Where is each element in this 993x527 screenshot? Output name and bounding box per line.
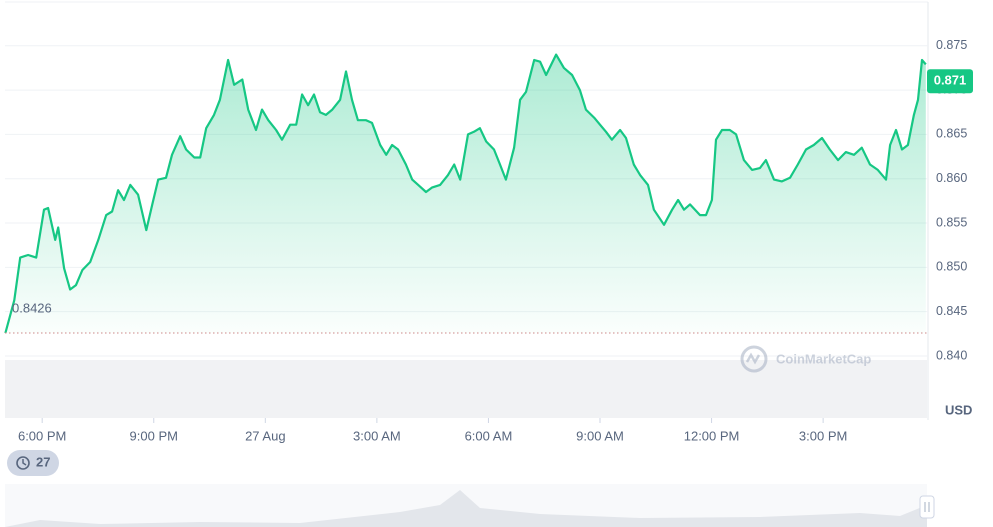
x-tick-label: 9:00 PM (130, 428, 178, 443)
volume-band (5, 360, 927, 418)
area (5, 54, 926, 333)
x-tick-label: 3:00 PM (799, 428, 847, 443)
currency-label: USD (945, 402, 972, 417)
y-tick-label: 0.855 (936, 215, 967, 229)
x-tick-label: 9:00 AM (576, 428, 624, 443)
x-tick-label: 27 Aug (245, 428, 286, 443)
navigator-shape (5, 490, 927, 527)
watermark-text: CoinMarketCap (776, 351, 871, 366)
x-tick-label: 3:00 AM (353, 428, 401, 443)
current-price-label: 0.871 (934, 73, 967, 88)
badge[interactable]: 27 (7, 450, 59, 476)
badge-text: 27 (36, 454, 50, 469)
y-tick-label: 0.860 (936, 171, 967, 185)
current-price-box (927, 69, 973, 94)
watermark: CoinMarketCap (740, 345, 871, 373)
badge-bg (7, 450, 59, 476)
y-tick-label: 0.845 (936, 304, 967, 318)
y-tick-label: 0.840 (936, 348, 967, 362)
open-price-label: 0.8426 (12, 300, 52, 315)
y-tick-label: 0.875 (936, 38, 967, 52)
x-tick-label: 6:00 AM (465, 428, 513, 443)
y-tick-label: 0.865 (936, 127, 967, 141)
navigator-handle[interactable] (919, 495, 935, 519)
x-tick-label: 12:00 PM (684, 428, 740, 443)
price-line (4, 53, 927, 334)
y-tick-label: 0.850 (936, 260, 967, 274)
navigator[interactable] (5, 484, 935, 527)
x-tick-label: 6:00 PM (18, 428, 66, 443)
